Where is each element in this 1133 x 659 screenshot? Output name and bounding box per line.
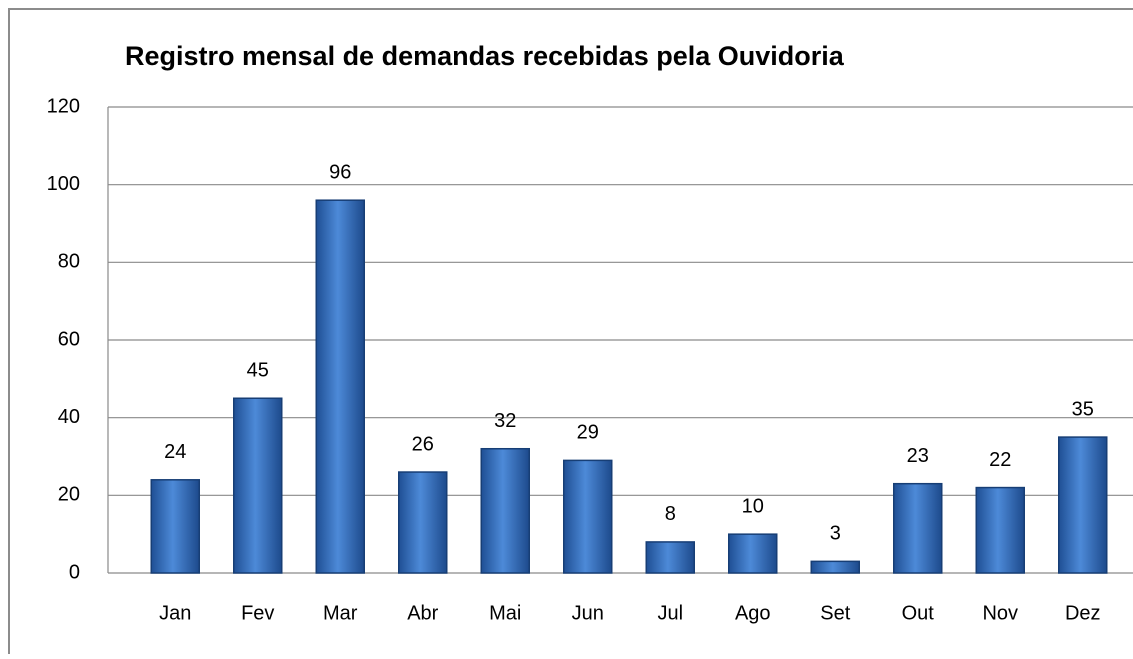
bar xyxy=(480,447,530,574)
data-label: 24 xyxy=(164,441,186,463)
x-tick-label: Ago xyxy=(735,602,771,624)
x-tick-label: Mai xyxy=(489,602,521,624)
data-label: 32 xyxy=(494,410,516,432)
bar xyxy=(893,482,943,574)
bar xyxy=(233,397,283,574)
bar xyxy=(150,479,200,574)
data-label: 8 xyxy=(665,503,676,525)
x-tick-label: Jan xyxy=(159,602,191,624)
data-label: 23 xyxy=(907,445,929,467)
bar xyxy=(645,541,695,574)
x-tick-label: Nov xyxy=(982,602,1018,624)
bar xyxy=(315,199,365,574)
y-tick-label: 20 xyxy=(58,484,80,506)
x-tick-label: Fev xyxy=(241,602,274,624)
data-label: 10 xyxy=(742,495,764,517)
bar xyxy=(563,459,613,574)
data-label: 35 xyxy=(1072,398,1094,420)
data-label: 29 xyxy=(577,422,599,444)
x-tick-label: Jun xyxy=(572,602,604,624)
x-tick-label: Abr xyxy=(407,602,438,624)
x-tick-label: Jul xyxy=(657,602,683,624)
y-tick-label: 80 xyxy=(58,251,80,273)
bar xyxy=(810,560,860,574)
bar xyxy=(728,533,778,574)
data-label: 22 xyxy=(989,449,1011,471)
y-tick-label: 100 xyxy=(47,173,80,195)
y-tick-label: 0 xyxy=(69,561,80,583)
bar xyxy=(975,486,1025,574)
data-label: 96 xyxy=(329,161,351,183)
x-tick-label: Out xyxy=(902,602,935,624)
x-tick-label: Set xyxy=(820,602,850,624)
y-tick-label: 40 xyxy=(58,406,80,428)
data-label: 45 xyxy=(247,360,269,382)
y-tick-label: 60 xyxy=(58,328,80,350)
data-label: 3 xyxy=(830,523,841,545)
x-tick-label: Mar xyxy=(323,602,358,624)
data-label: 26 xyxy=(412,433,434,455)
chart-title: Registro mensal de demandas recebidas pe… xyxy=(125,41,845,71)
y-tick-label: 120 xyxy=(47,95,80,117)
bar xyxy=(398,471,448,574)
x-tick-label: Dez xyxy=(1065,602,1101,624)
chart-border xyxy=(8,8,1133,659)
bar xyxy=(1058,436,1108,574)
